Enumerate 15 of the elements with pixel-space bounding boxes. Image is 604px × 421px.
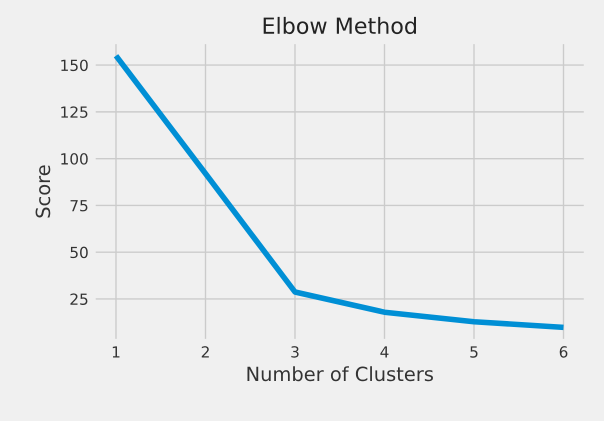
- x-tick-label: 1: [112, 346, 120, 358]
- x-tick-label: 3: [291, 346, 299, 358]
- y-axis-title: Score: [36, 165, 50, 218]
- x-tick-label: 6: [560, 346, 568, 358]
- chart-title: Elbow Method: [264, 16, 416, 34]
- y-tick-label: 50: [70, 246, 88, 258]
- y-tick-label: 150: [61, 60, 88, 72]
- x-tick-label: 2: [202, 346, 209, 358]
- y-tick-label: 25: [70, 293, 88, 305]
- x-tick-label: 4: [380, 346, 389, 358]
- y-tick-label: 75: [70, 200, 88, 212]
- y-tick-label: 125: [61, 106, 88, 118]
- x-tick-label: 5: [470, 346, 478, 358]
- x-axis-title: Number of Clusters: [247, 366, 433, 382]
- y-tick-label: 100: [61, 153, 88, 165]
